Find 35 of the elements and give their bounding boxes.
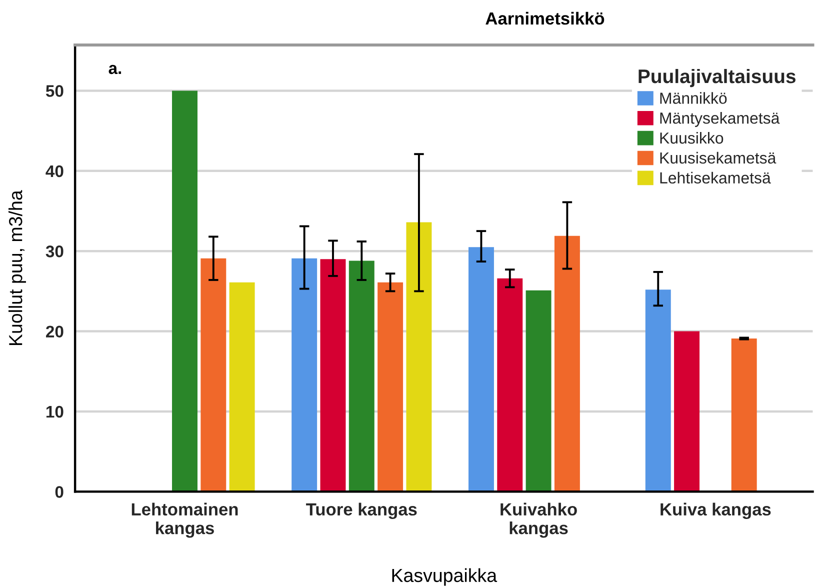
legend-label: Kuusikko <box>660 132 724 144</box>
legend-label: Männikkö <box>660 92 727 104</box>
chart-title: Aarnimetsikkö <box>486 12 604 25</box>
bar <box>348 260 374 492</box>
x-tick-label: Kuivahko kangas <box>500 502 577 538</box>
bar <box>468 247 494 492</box>
y-tick-label: 20 <box>46 326 64 338</box>
bar <box>229 282 255 492</box>
x-tick-label: Lehtomainen kangas <box>132 502 238 538</box>
bar <box>674 331 700 492</box>
legend-label: Mäntysekametsä <box>660 112 780 127</box>
x-tick-label: Tuore kangas <box>306 502 417 520</box>
annotation: a. <box>108 64 122 74</box>
bar <box>292 258 318 492</box>
y-tick-label: 30 <box>46 246 64 258</box>
legend-label: Kuusisekametsä <box>660 152 776 164</box>
y-axis-title: Kuollut puu, m3/ha <box>8 190 26 345</box>
y-tick-label: 10 <box>46 406 64 418</box>
bar <box>497 278 523 492</box>
bar <box>172 90 198 492</box>
bar <box>320 259 346 492</box>
legend-label: Lehtisekametsä <box>660 172 771 184</box>
x-axis-title: Kasvupaikka <box>392 568 498 586</box>
legend-title: Puulajivaltaisuus <box>638 68 796 88</box>
y-tick-label: 0 <box>55 486 64 498</box>
bar <box>645 290 671 492</box>
bar <box>554 236 580 492</box>
bar <box>731 338 757 492</box>
bar <box>378 282 404 492</box>
bar <box>406 222 432 492</box>
x-tick-label: Kuiva kangas <box>660 502 771 520</box>
y-tick-label: 40 <box>46 165 64 178</box>
bar <box>526 290 552 492</box>
y-tick-label: 50 <box>46 85 64 97</box>
bar <box>200 258 226 492</box>
